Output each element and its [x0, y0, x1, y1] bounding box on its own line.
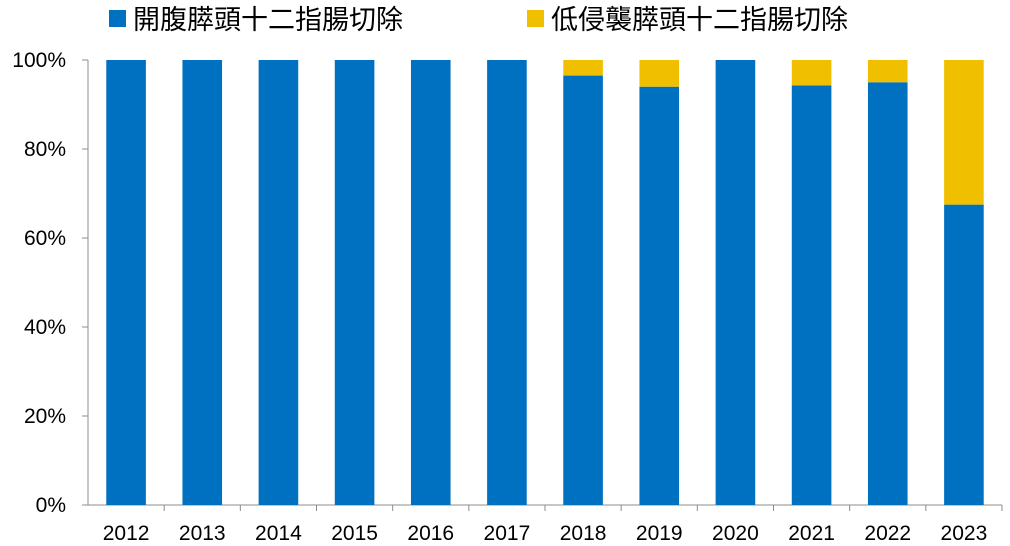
x-tick-label: 2018 — [560, 522, 607, 545]
bar-open-surgery — [258, 60, 299, 505]
bar-open-surgery — [944, 204, 984, 505]
x-tick-label: 2019 — [636, 522, 683, 545]
y-tick-label: 100% — [12, 49, 66, 72]
x-tick-label: 2022 — [864, 522, 911, 545]
y-tick-label: 40% — [24, 316, 66, 339]
bar-minimally-invasive — [563, 60, 603, 76]
x-tick-label: 2016 — [407, 522, 454, 545]
bars — [106, 60, 984, 506]
y-tick-label: 0% — [36, 494, 66, 517]
bar-open-surgery — [791, 85, 832, 506]
bar-open-surgery — [334, 60, 375, 505]
x-tick-label: 2017 — [484, 522, 531, 545]
legend: 開腹膵頭十二指腸切除 低侵襲膵頭十二指腸切除 — [109, 5, 848, 36]
x-tick-label: 2012 — [103, 522, 150, 545]
bar-open-surgery — [410, 60, 451, 505]
bar-open-surgery — [182, 60, 223, 505]
y-tick-label: 20% — [24, 405, 66, 428]
y-tick-label: 80% — [24, 138, 66, 161]
legend-swatch-open — [109, 10, 126, 27]
bar-minimally-invasive — [867, 60, 908, 83]
bar-minimally-invasive — [791, 60, 832, 86]
bar-minimally-invasive — [639, 60, 680, 87]
bar-open-surgery — [487, 60, 527, 505]
x-axis: 2012 2013 2014 2015 2016 2017 2018 2019 2020 2021… — [88, 504, 1003, 545]
bar-open-surgery — [563, 75, 603, 505]
x-tick-label: 2023 — [941, 522, 988, 545]
legend-swatch-minimally-invasive — [527, 10, 544, 27]
bar-open-surgery — [867, 82, 908, 505]
bar-open-surgery — [106, 60, 146, 505]
y-tick-label: 60% — [24, 227, 66, 250]
legend-label-minimally-invasive: 低侵襲膵頭十二指腸切除 — [551, 5, 848, 36]
bar-open-surgery — [639, 86, 680, 505]
x-tick-label: 2021 — [788, 522, 835, 545]
x-tick-label: 2014 — [255, 522, 302, 545]
x-tick-label: 2020 — [712, 522, 759, 545]
bar-minimally-invasive — [944, 60, 984, 205]
bar-open-surgery — [715, 60, 756, 505]
legend-label-open: 開腹膵頭十二指腸切除 — [133, 5, 403, 36]
y-axis: 0% 20% 40% 60% 80% 100% — [12, 49, 89, 517]
x-tick-label: 2015 — [331, 522, 378, 545]
x-tick-label: 2013 — [179, 522, 226, 545]
